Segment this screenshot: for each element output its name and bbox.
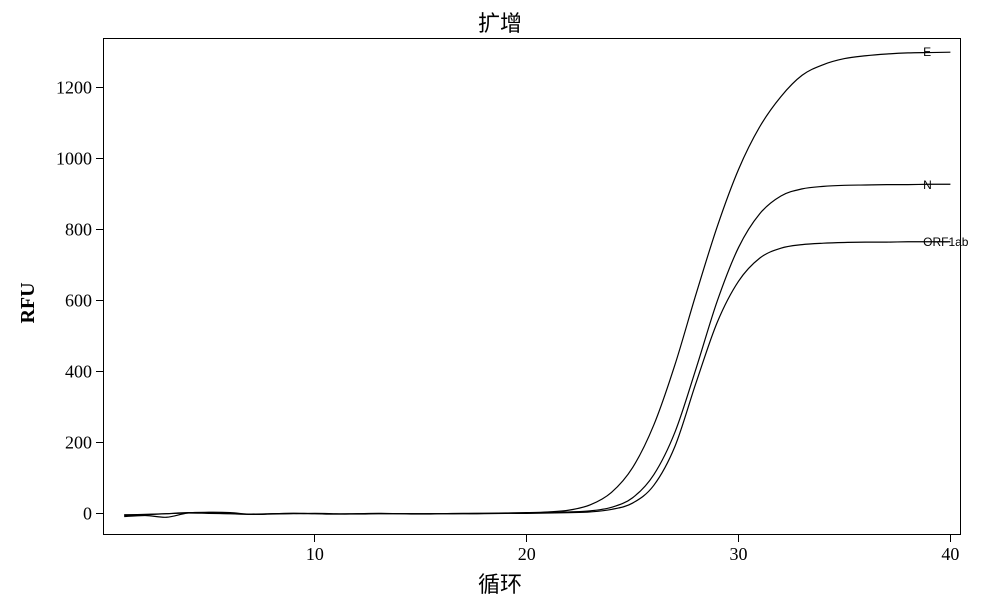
y-tick-mark (96, 513, 103, 514)
y-tick-label: 1000 (56, 148, 92, 169)
amplification-chart: 扩增 RFU 循环 02004006008001000120010203040 … (0, 0, 1000, 605)
series-label-N: N (923, 178, 932, 192)
x-axis-label: 循环 (0, 567, 1000, 599)
y-tick-mark (96, 87, 103, 88)
x-tick-mark (314, 535, 315, 542)
chart-title: 扩增 (0, 6, 1000, 38)
y-tick-mark (96, 442, 103, 443)
x-tick-label: 30 (730, 544, 748, 565)
series-line-ORF1ab (124, 242, 950, 515)
x-tick-mark (950, 535, 951, 542)
y-tick-label: 800 (65, 219, 92, 240)
y-tick-mark (96, 300, 103, 301)
y-tick-label: 0 (83, 503, 92, 524)
series-line-N (124, 184, 950, 515)
y-tick-mark (96, 158, 103, 159)
y-tick-mark (96, 371, 103, 372)
series-label-E: E (923, 45, 931, 59)
x-tick-label: 40 (941, 544, 959, 565)
y-tick-label: 1200 (56, 77, 92, 98)
y-tick-label: 600 (65, 290, 92, 311)
x-tick-mark (526, 535, 527, 542)
y-tick-mark (96, 229, 103, 230)
x-tick-label: 10 (306, 544, 324, 565)
x-tick-label: 20 (518, 544, 536, 565)
y-axis-label: RFU (17, 282, 40, 323)
y-tick-label: 200 (65, 432, 92, 453)
series-label-ORF1ab: ORF1ab (923, 235, 968, 249)
y-tick-label: 400 (65, 361, 92, 382)
series-line-E (124, 52, 950, 517)
x-tick-mark (738, 535, 739, 542)
plot-svg (103, 38, 961, 535)
